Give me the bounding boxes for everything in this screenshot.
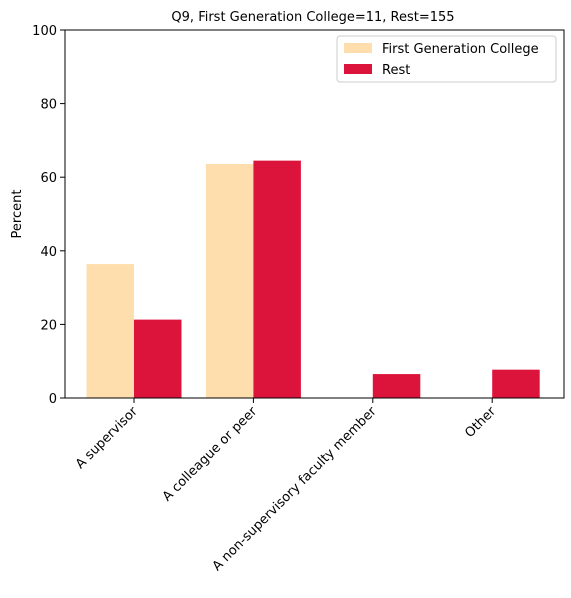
legend: First Generation College Rest — [336, 35, 557, 83]
y-tick-label-5: 100 — [32, 24, 57, 39]
y-tick-label-3: 60 — [40, 171, 57, 186]
x-tick-label-1: A colleague or peer — [160, 404, 261, 505]
bar-rest-2 — [372, 374, 421, 398]
y-tick-label-1: 20 — [40, 318, 57, 333]
plot-area: 0 20 40 60 80 100 A supervisor A colleague or p… — [32, 24, 565, 574]
x-tick-label-3: Other — [462, 404, 499, 441]
y-tick-label-0: 0 — [49, 392, 57, 407]
bar-rest-3 — [492, 369, 540, 398]
legend-box — [336, 35, 557, 83]
bar-rest-1 — [253, 160, 301, 398]
legend-swatch-1 — [344, 64, 372, 74]
plot-frame — [64, 29, 565, 399]
y-axis-title: Percent — [10, 190, 25, 239]
bar-first-generation-0 — [86, 264, 134, 398]
x-tick-label-0: A supervisor — [73, 404, 141, 472]
legend-label-0: First Generation College — [382, 42, 539, 57]
y-tick-label-4: 80 — [40, 98, 57, 113]
y-tick-label-2: 40 — [40, 245, 57, 260]
bar-first-generation-1 — [205, 163, 254, 398]
legend-label-1: Rest — [382, 63, 410, 78]
chart-title: Q9, First Generation College=11, Rest=15… — [171, 10, 454, 25]
legend-swatch-0 — [344, 43, 372, 53]
bar-rest-0 — [134, 319, 182, 398]
